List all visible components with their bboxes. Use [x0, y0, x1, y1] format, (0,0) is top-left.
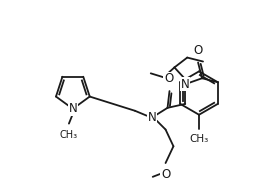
Text: O: O	[164, 72, 173, 85]
Text: CH₃: CH₃	[60, 130, 78, 140]
Text: O: O	[194, 44, 203, 57]
Text: CH₃: CH₃	[189, 135, 209, 144]
Text: O: O	[161, 168, 170, 181]
Text: N: N	[147, 111, 156, 124]
Text: N: N	[68, 102, 77, 115]
Text: N: N	[181, 78, 190, 91]
